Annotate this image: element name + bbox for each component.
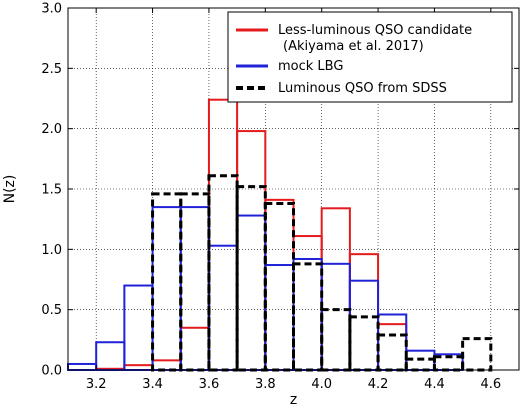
y-axis-label: N(z): [2, 175, 18, 204]
histogram-bar: [207, 244, 239, 371]
histogram-bar: [404, 357, 436, 372]
histogram-bar: [264, 264, 295, 371]
legend-label-luminous-qso: Luminous QSO from SDSS: [278, 81, 447, 96]
y-tick-label: 0.5: [41, 303, 62, 318]
histogram-bar: [320, 308, 352, 372]
histogram-bar: [179, 326, 210, 371]
x-tick-label: 3.4: [142, 377, 163, 392]
histogram-bar: [236, 130, 267, 371]
histogram-bar: [377, 313, 408, 372]
histogram-bar: [461, 337, 493, 372]
histogram-bar: [123, 284, 154, 371]
legend: Less-luminous QSO candidate (Akiyama et …: [227, 11, 513, 103]
histogram-bar: [151, 359, 182, 372]
legend-box: [227, 11, 513, 103]
histogram-bar: [236, 214, 267, 371]
histogram-bar: [151, 192, 183, 372]
x-tick-label: 4.4: [424, 377, 445, 392]
x-tick-label: 3.2: [86, 377, 107, 392]
histogram-bar: [292, 235, 323, 371]
legend-label-less-luminous-qso: Less-luminous QSO candidate: [278, 23, 472, 38]
histogram-bar: [179, 192, 211, 372]
x-tick-label: 4.2: [368, 377, 389, 392]
series-layer: [67, 98, 493, 372]
series-0: [95, 98, 408, 372]
histogram-bar: [264, 198, 295, 371]
x-axis-label: z: [290, 392, 297, 408]
histogram-bar: [67, 362, 98, 372]
histogram-bar: [348, 279, 380, 371]
histogram-bar: [320, 262, 351, 371]
x-tick-label: 3.8: [255, 377, 276, 392]
histogram-bar: [292, 257, 323, 371]
y-tick-label: 0.0: [41, 364, 62, 379]
y-tick-label: 1.5: [41, 183, 62, 198]
ticks: 3.2 3.4 3.6 3.8 4.0 4.2 4.4 4.6 0.0 0.5 1.0 1.5 2.0 2…: [41, 2, 519, 392]
series-2: [151, 174, 493, 372]
x-tick-label: 3.6: [199, 377, 220, 392]
histogram-bar: [320, 207, 351, 371]
histogram-bar: [432, 355, 465, 372]
histogram-bar: [376, 333, 408, 372]
histogram-bar: [292, 262, 324, 372]
histogram-bar: [207, 98, 239, 371]
histogram-bar: [235, 185, 267, 372]
histogram-bar: [179, 206, 210, 371]
histogram-bar: [263, 201, 295, 372]
x-tick-label: 4.0: [311, 377, 332, 392]
histogram-bar: [348, 253, 380, 371]
y-tick-label: 1.0: [41, 243, 62, 258]
y-tick-label: 2.5: [41, 62, 62, 77]
y-tick-label: 2.0: [41, 122, 62, 137]
y-tick-label: 3.0: [41, 2, 62, 17]
legend-label-akiyama-ref: (Akiyama et al. 2017): [283, 39, 424, 54]
legend-label-mock-lbg: mock LBG: [278, 59, 343, 74]
x-tick-label: 4.6: [480, 377, 501, 392]
histogram-bar: [151, 206, 182, 371]
histogram-bar: [207, 174, 239, 372]
histogram-bar: [348, 315, 380, 372]
histogram-bar: [95, 341, 126, 372]
histogram-bar: [377, 323, 408, 371]
